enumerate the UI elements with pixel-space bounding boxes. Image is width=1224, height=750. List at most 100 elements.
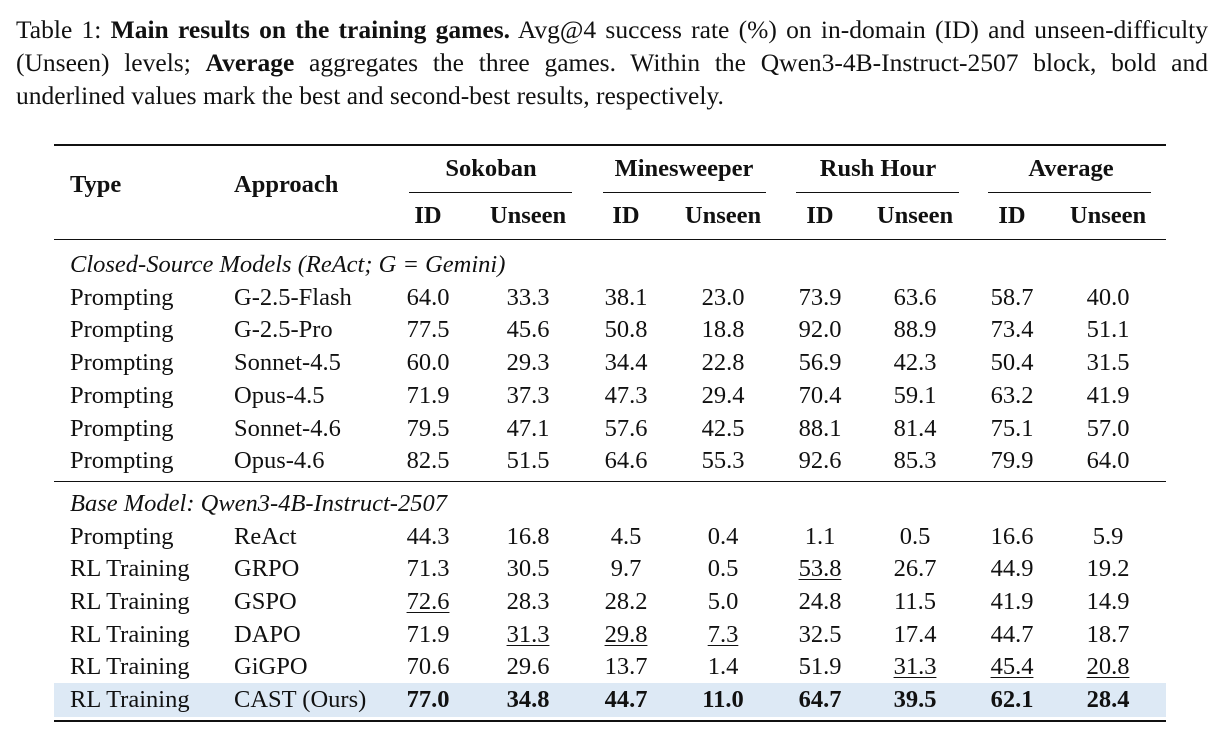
header-sub-unseen: Unseen [1069,202,1147,229]
table-cell: 51.1 [1086,316,1130,344]
row-approach: Sonnet-4.5 [234,349,341,377]
table-cell: 41.9 [990,588,1034,615]
header-group-minesweeper: Minesweeper [614,155,754,182]
table-cell: 50.4 [990,349,1034,377]
row-approach: Opus-4.5 [234,381,325,409]
row-approach: G-2.5-Pro [234,316,333,344]
table-cell: 11.5 [894,588,936,615]
header-sub-unseen: Unseen [489,202,567,229]
table-cell: 50.8 [604,316,648,344]
table-cell: 77.5 [406,316,450,344]
table-cell: 28.3 [506,588,550,615]
table-cell: 64.0 [1086,447,1130,475]
table-cell: 47.1 [506,414,550,442]
table-cell: 56.9 [798,349,842,377]
group-underline [603,192,766,194]
table-cell: 31.3 [506,620,550,648]
table-cell: 17.4 [893,620,937,648]
header-sub-id: ID [612,202,640,229]
table-cell: 0.5 [707,555,739,583]
table-cell: 34.8 [506,686,550,714]
table-cell: 45.4 [990,653,1034,681]
table-caption: Table 1: Main results on the training ga… [16,13,1208,112]
table-cell: 51.5 [506,447,550,475]
section-rule [54,480,1166,483]
table-cell: 64.6 [604,447,648,475]
table-cell: 40.0 [1086,283,1130,311]
table-cell: 9.7 [610,555,642,583]
table-cell: 63.2 [990,381,1034,409]
table-cell: 44.9 [990,555,1034,583]
table-cell: 71.3 [406,555,450,583]
header-sub-unseen: Unseen [876,202,954,229]
table-cell: 23.0 [701,283,745,311]
table-cell: 32.5 [798,620,842,648]
header-group-average: Average [1028,155,1114,182]
table-cell: 16.6 [990,522,1034,550]
table-cell: 39.5 [893,686,937,714]
row-approach: DAPO [234,620,301,648]
table-cell: 92.0 [798,316,842,344]
table-cell: 88.9 [893,316,937,344]
table-cell: 22.8 [701,349,745,377]
table-cell: 1.4 [707,653,739,681]
row-type: Prompting [70,381,174,409]
table-cell: 18.7 [1086,620,1130,648]
caption-text-2: aggregates the three games. Within the Q… [16,48,1208,110]
row-approach: GRPO [234,555,300,583]
top-rule [54,144,1166,146]
section-title: Closed-Source Models (ReAct; G = Gemini) [70,251,506,278]
row-approach: CAST (Ours) [234,686,367,714]
row-type: RL Training [70,653,190,681]
table-cell: 38.1 [604,283,648,311]
table-cell: 45.6 [506,316,550,344]
table-cell: 58.7 [990,283,1034,311]
row-approach: GiGPO [234,653,308,681]
table-cell: 73.9 [798,283,842,311]
table-cell: 81.4 [893,414,937,442]
section-title: Base Model: Qwen3-4B-Instruct-2507 [70,489,447,517]
row-type: RL Training [70,555,190,583]
table-cell: 72.6 [406,588,450,615]
table-cell: 79.9 [990,447,1034,475]
table-cell: 19.2 [1086,555,1130,583]
header-group-rush-hour: Rush Hour [819,155,937,182]
table-cell: 16.8 [506,522,550,550]
table-cell: 7.3 [707,620,739,648]
row-type: Prompting [70,283,174,311]
table-cell: 31.3 [893,653,937,681]
header-sub-id: ID [998,202,1026,229]
table-cell: 57.6 [604,414,648,442]
header-rule [54,239,1166,241]
table-cell: 51.9 [798,653,842,681]
caption-title: Main results on the training games. [110,15,511,44]
table-cell: 55.3 [701,447,745,475]
table-cell: 28.2 [604,588,648,615]
table-cell: 1.1 [804,522,836,550]
group-underline [796,192,959,194]
table-cell: 85.3 [893,447,937,475]
group-underline [988,192,1151,194]
table-cell: 26.7 [893,555,937,583]
table-cell: 5.9 [1092,522,1124,550]
table-cell: 31.5 [1086,349,1130,377]
row-approach: Opus-4.6 [234,447,325,475]
table-cell: 92.6 [798,447,842,475]
row-type: Prompting [70,349,174,377]
header-approach: Approach [234,171,339,198]
table-cell: 79.5 [406,414,450,442]
table-cell: 11.0 [702,686,744,714]
table-cell: 29.3 [506,349,550,377]
table-cell: 4.5 [610,522,642,550]
row-approach: Sonnet-4.6 [234,414,341,442]
row-type: Prompting [70,522,174,550]
table-cell: 82.5 [406,447,450,475]
table-cell: 29.6 [506,653,550,681]
table-cell: 24.8 [798,588,842,615]
table-cell: 71.9 [406,381,450,409]
table-cell: 60.0 [406,349,450,377]
table-cell: 13.7 [604,653,648,681]
row-approach: G-2.5-Flash [234,283,352,311]
table-cell: 44.7 [604,686,648,714]
highlight-row [54,683,1166,718]
